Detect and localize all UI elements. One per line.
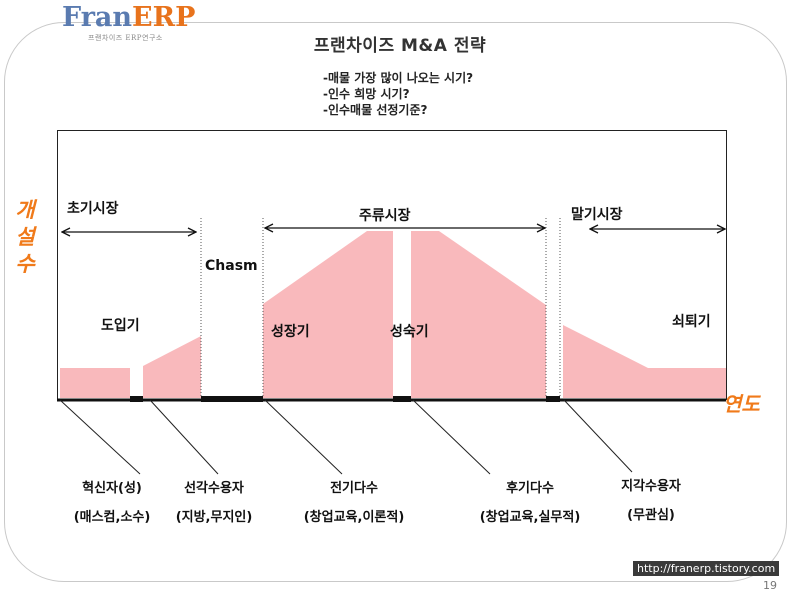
main-market-label: 주류시장: [359, 208, 411, 224]
y-axis-char-1: 개: [15, 197, 35, 222]
leader-line: [264, 399, 343, 475]
adopter-desc: (창업교육,실무적): [479, 510, 581, 525]
adopter-desc: (창업교육,이론적): [303, 510, 405, 525]
y-axis-char-2: 설: [15, 224, 35, 249]
adopter-group-early-adopters: 선각수용자 (지방,무지인): [162, 474, 266, 532]
adopter-name: 혁신자(성): [82, 481, 142, 496]
leader-line: [59, 399, 141, 475]
y-axis-label: 개 설 수: [12, 196, 38, 277]
early-market-label: 초기시장: [67, 201, 119, 217]
slide-title: 프랜차이즈 M&A 전략: [313, 36, 487, 56]
logo-erp: ERP: [132, 2, 196, 33]
area-maturity: [411, 231, 546, 398]
axis-segment: [546, 396, 560, 402]
adopter-group-early-majority: 전기다수 (창업교육,이론적): [284, 474, 424, 532]
adopter-group-late-majority: 후기다수 (창업교육,실무적): [460, 474, 600, 532]
slide-frame: [4, 22, 787, 582]
chasm-label: Chasm: [205, 258, 258, 274]
logo-tagline: 프랜차이즈 ERP연구소: [88, 34, 163, 42]
late-market-label: 말기시장: [571, 207, 623, 223]
decline-stage-label: 쇠퇴기: [672, 314, 711, 330]
leader-line: [412, 399, 491, 475]
area-growth: [263, 231, 393, 398]
growth-stage-label: 성장기: [271, 324, 310, 340]
blog-url[interactable]: http://franerp.tistory.com: [633, 561, 780, 576]
area-early-adopters: [143, 336, 201, 398]
adopter-name: 전기다수: [330, 481, 378, 496]
leader-line: [563, 399, 633, 473]
adopter-name: 선각수용자: [184, 481, 244, 496]
question-2: -인수 희망 시기?: [323, 87, 410, 101]
adopter-desc: (무관심): [627, 508, 675, 523]
logo-fran: Fran: [62, 2, 133, 33]
question-list: -매물 가장 많이 나오는 시기? -인수 희망 시기? -인수매물 선정기준?: [323, 70, 473, 118]
y-axis-char-3: 수: [15, 251, 35, 276]
question-3: -인수매물 선정기준?: [323, 103, 428, 117]
axis-segment: [393, 396, 411, 402]
franerp-logo: FranERP: [62, 2, 195, 33]
diagram-box: [57, 130, 727, 400]
question-1: -매물 가장 많이 나오는 시기?: [323, 71, 474, 85]
adopter-group-innovators: 혁신자(성) (매스컴,소수): [62, 474, 162, 532]
adopter-name: 지각수용자: [621, 479, 681, 494]
area-decline: [563, 325, 726, 398]
page-number: 19: [763, 579, 777, 592]
adopter-desc: (지방,무지인): [175, 510, 253, 525]
x-axis-label: 연도: [723, 392, 760, 416]
leader-line: [149, 399, 219, 475]
adopter-group-laggards: 지각수용자 (무관심): [596, 472, 706, 530]
axis-segment: [130, 396, 143, 402]
adopter-desc: (매스컴,소수): [73, 510, 151, 525]
axis-segment: [201, 396, 263, 402]
adopter-name: 후기다수: [506, 481, 554, 496]
area-innovators: [60, 368, 130, 398]
introduction-stage-label: 도입기: [101, 318, 140, 334]
maturity-stage-label: 성숙기: [390, 324, 429, 340]
